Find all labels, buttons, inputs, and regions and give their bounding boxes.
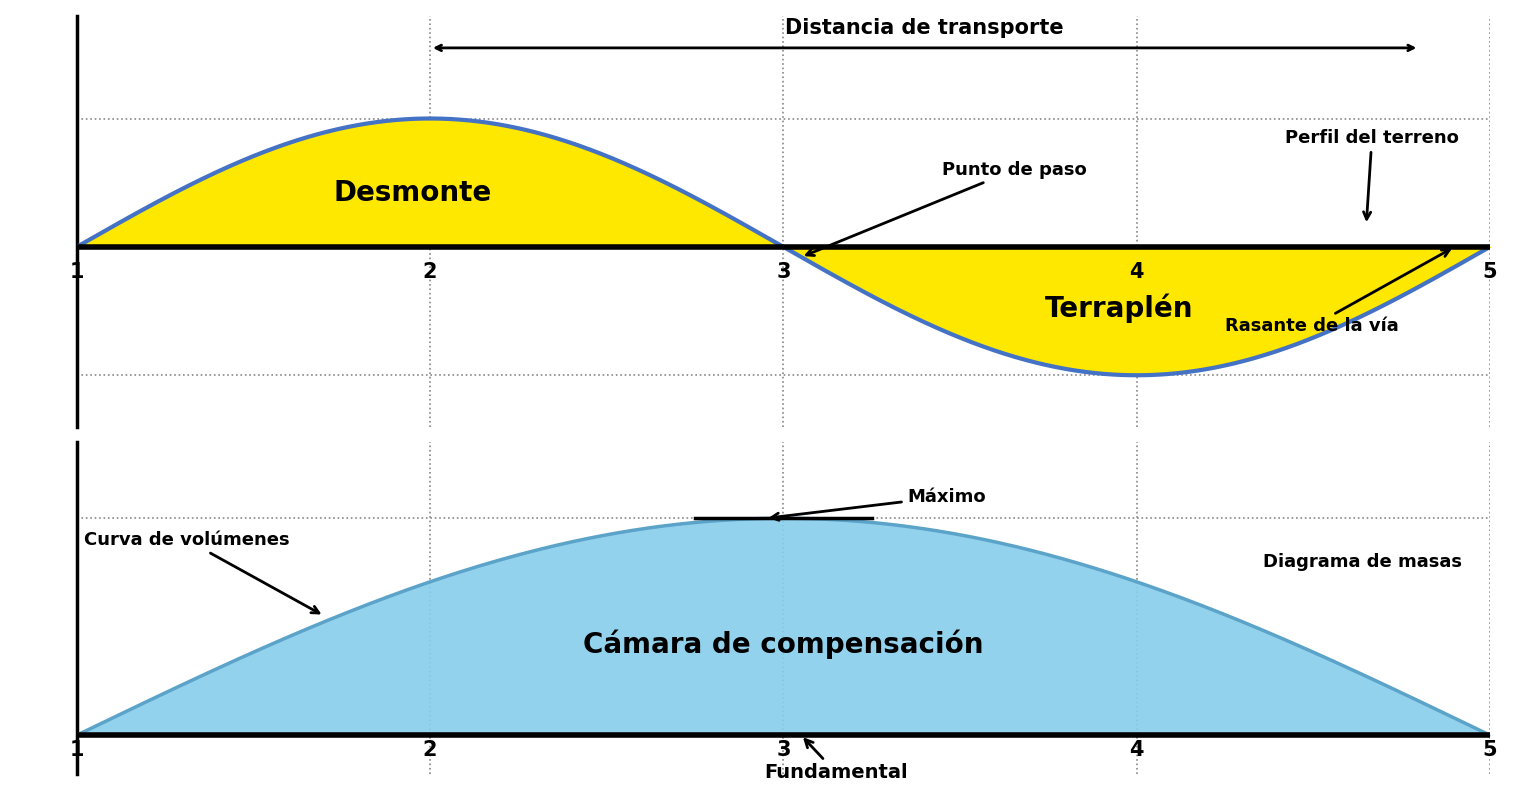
Text: 5: 5 [1482,262,1498,282]
Text: 2: 2 [422,262,438,282]
Text: 2: 2 [422,739,438,759]
Text: 3: 3 [776,739,791,759]
Text: 4: 4 [1129,739,1144,759]
Text: Máximo: Máximo [771,487,986,521]
Text: Cámara de compensación: Cámara de compensación [584,630,983,659]
Text: 4: 4 [1129,262,1144,282]
Text: Rasante de la vía: Rasante de la vía [1226,250,1450,336]
Text: Distancia de transporte: Distancia de transporte [785,17,1064,38]
Text: Perfil del terreno: Perfil del terreno [1286,129,1459,219]
Text: 3: 3 [776,262,791,282]
Text: Fundamental: Fundamental [765,739,908,782]
Text: 1: 1 [69,262,84,282]
Text: 1: 1 [69,739,84,759]
Text: Punto de paso: Punto de paso [806,161,1087,255]
Text: Desmonte: Desmonte [333,179,492,207]
Text: Terraplén: Terraplén [1044,294,1193,323]
Text: Diagrama de masas: Diagrama de masas [1263,553,1462,570]
Text: 5: 5 [1482,739,1498,759]
Text: Curva de volúmenes: Curva de volúmenes [84,531,319,613]
